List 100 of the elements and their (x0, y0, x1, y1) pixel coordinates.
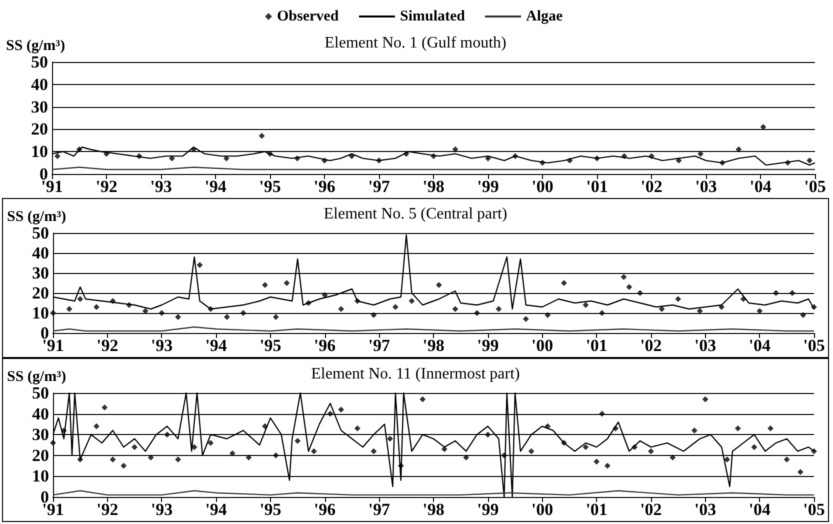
point (126, 302, 132, 308)
point (648, 448, 654, 454)
point (376, 158, 382, 164)
y-tick-label: 20 (32, 284, 49, 302)
point (452, 146, 458, 152)
x-tick-label: '03 (694, 500, 716, 519)
point (582, 302, 589, 308)
point (272, 314, 279, 320)
x-tick-label: '04 (750, 177, 772, 196)
point (691, 427, 698, 434)
point (632, 444, 638, 450)
x-tick-label: '00 (532, 177, 554, 196)
point (522, 316, 529, 322)
x-tick-label: '99 (476, 336, 499, 355)
point (599, 310, 606, 316)
point (811, 448, 817, 454)
y-tick-label: 50 (31, 52, 48, 72)
x-tick-label: '96 (314, 500, 336, 519)
point (76, 146, 82, 152)
point (620, 274, 627, 280)
x-tick-label: '03 (694, 336, 716, 355)
point (806, 158, 813, 164)
point (612, 425, 619, 432)
point (392, 304, 398, 310)
point (604, 462, 610, 469)
point (560, 440, 567, 446)
point (294, 438, 301, 444)
point (740, 296, 746, 302)
point (702, 396, 708, 402)
x-tick-label: '99 (476, 500, 499, 519)
point (698, 150, 704, 157)
point (190, 146, 197, 152)
x-tick-label: '95 (260, 336, 282, 355)
point (768, 425, 774, 432)
point (370, 312, 377, 318)
x-tick-label: '01 (586, 336, 608, 355)
point (246, 454, 252, 460)
point (354, 425, 360, 432)
point (272, 452, 279, 458)
y-tick-label: 50 (32, 224, 49, 242)
y-tick-label: 30 (32, 425, 49, 444)
point (648, 153, 654, 160)
point (637, 290, 644, 296)
point (441, 446, 448, 452)
y-tick-label: 20 (31, 120, 48, 139)
point (322, 292, 328, 298)
y-tick-label: 10 (32, 304, 49, 322)
point (544, 312, 551, 318)
point (484, 432, 491, 438)
point (168, 155, 175, 162)
x-tick-label: '94 (205, 500, 228, 519)
point (354, 298, 360, 304)
point (560, 280, 567, 286)
point (136, 153, 142, 160)
point (208, 440, 214, 446)
point (452, 306, 458, 312)
point (310, 448, 317, 454)
point (436, 282, 442, 288)
point (60, 427, 67, 434)
point (175, 456, 182, 463)
point (408, 298, 415, 304)
point (800, 312, 806, 318)
point (148, 454, 154, 460)
x-tick-label: '97 (368, 177, 390, 196)
point (724, 456, 730, 463)
y-tick-label: 10 (31, 142, 48, 162)
point (485, 155, 491, 162)
x-tick-label: '05 (803, 336, 825, 355)
y-axis-title: SS (g/m³) (7, 369, 66, 386)
point (223, 155, 230, 162)
legend-label: Observed (277, 8, 340, 24)
point (66, 306, 72, 312)
y-tick-label: 40 (31, 74, 48, 94)
point (284, 280, 290, 286)
chart-title: Element No. 5 (Central part) (324, 206, 508, 222)
point (784, 456, 790, 463)
y-tick-label: 40 (32, 404, 49, 424)
point (240, 310, 246, 316)
point (158, 310, 165, 316)
x-tick-label: '96 (314, 177, 336, 196)
point (594, 155, 600, 162)
y-axis-title: SS (g/m³) (7, 209, 66, 226)
legend-label: Simulated (400, 8, 466, 24)
y-tick-label: 30 (31, 97, 48, 116)
point (658, 306, 665, 312)
x-tick-label: '01 (586, 177, 608, 196)
point (540, 160, 546, 166)
point (387, 436, 394, 442)
point (566, 158, 573, 164)
point (797, 469, 804, 476)
point (104, 150, 110, 157)
point (676, 158, 682, 164)
point (208, 306, 214, 312)
point (582, 444, 589, 450)
point (267, 150, 273, 157)
point (403, 150, 410, 157)
y-tick-label: 40 (32, 244, 49, 262)
point (224, 314, 230, 320)
point (93, 304, 100, 310)
point (670, 454, 676, 460)
